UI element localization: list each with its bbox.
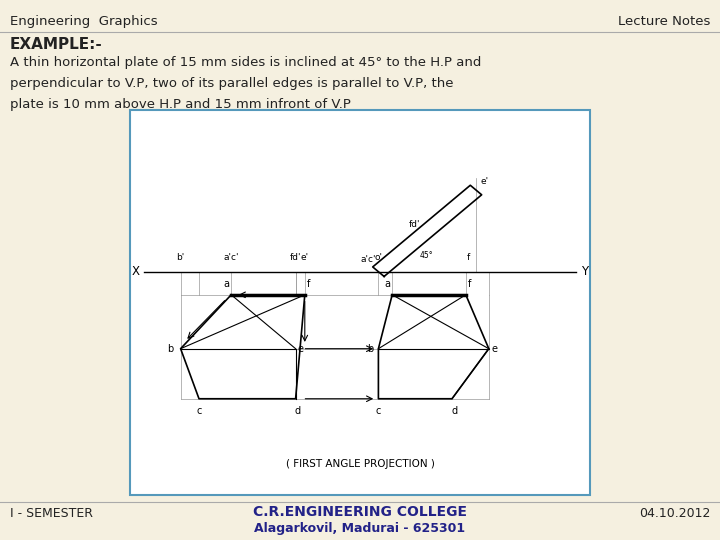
Text: d: d — [294, 407, 301, 416]
Text: f: f — [468, 279, 472, 289]
Text: C.R.ENGINEERING COLLEGE: C.R.ENGINEERING COLLEGE — [253, 505, 467, 519]
Text: e: e — [491, 343, 497, 354]
Text: Engineering  Graphics: Engineering Graphics — [10, 15, 158, 28]
Text: plate is 10 mm above H.P and 15 mm infront of V.P: plate is 10 mm above H.P and 15 mm infro… — [10, 98, 351, 111]
Text: d: d — [451, 407, 457, 416]
Text: e': e' — [480, 177, 489, 186]
Text: Y: Y — [581, 265, 588, 278]
Text: f: f — [467, 253, 469, 262]
Text: b: b — [168, 343, 174, 354]
Text: b: b — [367, 343, 374, 354]
Text: ( FIRST ANGLE PROJECTION ): ( FIRST ANGLE PROJECTION ) — [286, 459, 434, 469]
Text: I - SEMESTER: I - SEMESTER — [10, 507, 93, 520]
Text: b': b' — [176, 253, 185, 262]
Text: a'c': a'c' — [223, 253, 239, 262]
Text: o': o' — [374, 253, 382, 262]
Text: perpendicular to V.P, two of its parallel edges is parallel to V.P, the: perpendicular to V.P, two of its paralle… — [10, 77, 454, 90]
Text: a'c': a'c' — [361, 255, 376, 264]
Bar — [130, 110, 590, 495]
Text: fd': fd' — [290, 253, 302, 262]
Text: a: a — [223, 279, 229, 289]
Text: 04.10.2012: 04.10.2012 — [639, 507, 710, 520]
Text: fd': fd' — [409, 220, 420, 229]
Text: 45°: 45° — [420, 251, 433, 260]
Text: A thin horizontal plate of 15 mm sides is inclined at 45° to the H.P and: A thin horizontal plate of 15 mm sides i… — [10, 56, 482, 69]
Text: c: c — [376, 407, 381, 416]
Text: a: a — [384, 279, 390, 289]
Text: c: c — [197, 407, 202, 416]
Text: Lecture Notes: Lecture Notes — [618, 15, 710, 28]
Text: EXAMPLE:-: EXAMPLE:- — [10, 37, 103, 52]
Text: e': e' — [301, 253, 309, 262]
Text: X: X — [131, 265, 139, 278]
Text: Alagarkovil, Madurai - 625301: Alagarkovil, Madurai - 625301 — [254, 522, 466, 535]
Text: f: f — [307, 279, 310, 289]
Text: e: e — [298, 343, 304, 354]
